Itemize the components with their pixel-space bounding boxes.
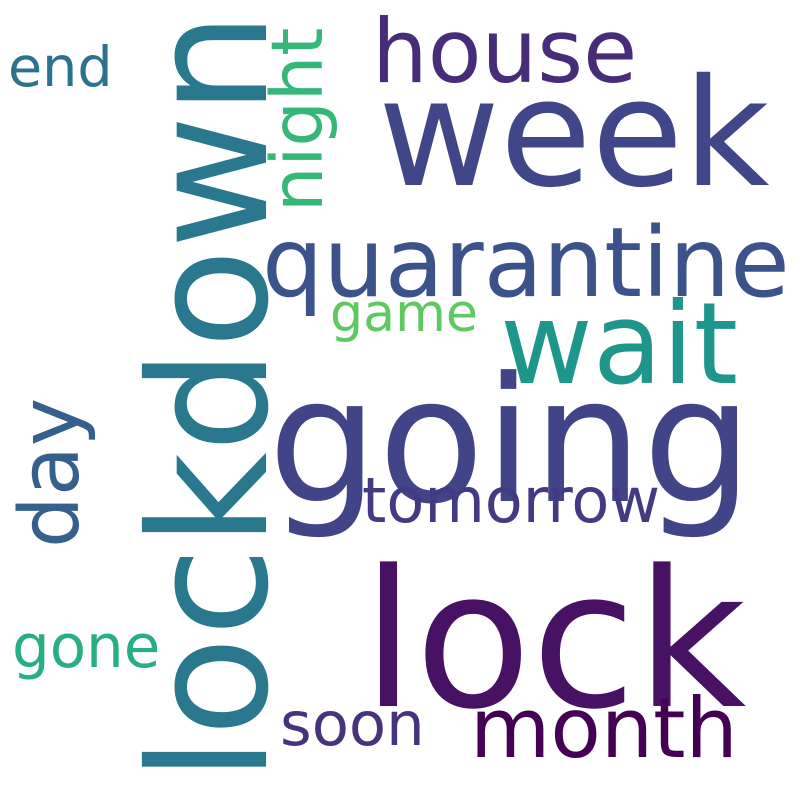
word-soon: soon bbox=[280, 690, 425, 760]
word-month: month bbox=[470, 681, 738, 777]
word-gone: gone bbox=[12, 613, 161, 682]
word-game: game bbox=[330, 284, 478, 344]
word-night: night bbox=[255, 27, 339, 212]
word-house: house bbox=[372, 0, 638, 103]
word-going: going bbox=[268, 340, 753, 542]
word-week: week bbox=[378, 48, 770, 221]
word-quarantine: quarantine bbox=[262, 206, 790, 319]
word-tomorrow: tomorrow bbox=[362, 464, 661, 537]
word-end: end bbox=[8, 35, 113, 100]
word-day: day bbox=[3, 397, 98, 548]
word-wait: wait bbox=[500, 278, 739, 410]
word-lock: lock bbox=[362, 529, 747, 751]
